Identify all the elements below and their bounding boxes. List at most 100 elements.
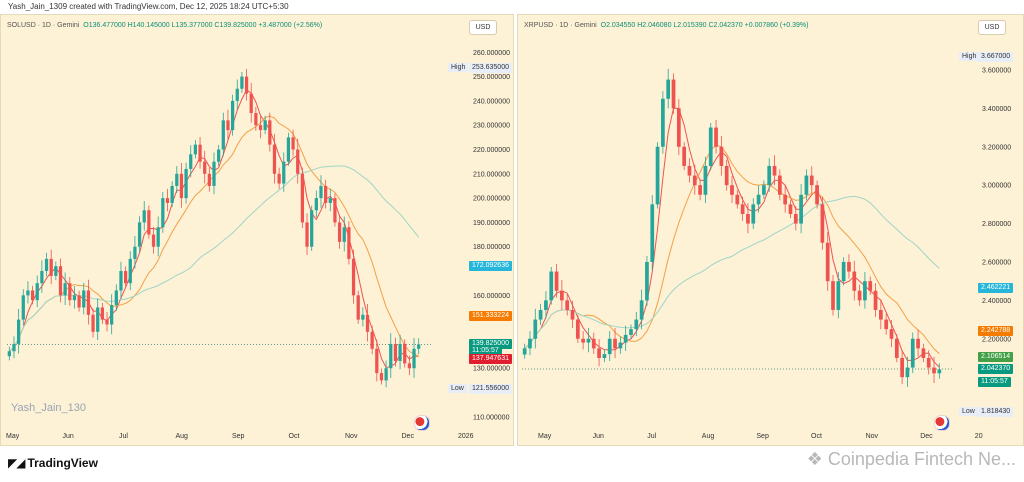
candle [268, 112, 272, 152]
chart-panel-solusd[interactable]: 260.000000 250.000000 240.000000 230.000000… [0, 14, 514, 446]
candle [277, 167, 281, 190]
x-tick-label: Jun [593, 433, 604, 440]
solusd-symbol-label: SOLUSD · 1D · Gemini [7, 22, 80, 29]
candle [804, 169, 809, 201]
candle [337, 214, 342, 249]
candle [863, 271, 867, 309]
xrpusd-chart-svg[interactable]: 3.667000 3.600000 3.400000 3.200000 3.000000… [518, 15, 1024, 446]
x-tick-label: Sep [756, 433, 769, 440]
footer-bar: ◤◢ TradingView ❖ Coinpedia Fintech Ne... [0, 448, 1024, 482]
tradingview-logo[interactable]: ◤◢ TradingView [8, 456, 98, 470]
candle [305, 213, 309, 256]
low-value-tag: 121.556000 [469, 383, 512, 394]
x-tick-label: May [6, 433, 20, 440]
chart-panel-xrpusd[interactable]: 3.667000 3.600000 3.400000 3.200000 3.000000… [517, 14, 1024, 446]
y-tick-label: 240.000000 [473, 98, 510, 105]
candle [156, 216, 160, 257]
candle [544, 291, 548, 319]
solusd-chart-svg[interactable]: 260.000000 250.000000 240.000000 230.000000… [1, 15, 514, 446]
candle [703, 156, 708, 204]
watermark-label: Coinpedia Fintech Ne... [827, 449, 1016, 469]
candle [86, 279, 91, 325]
candle [375, 339, 379, 382]
candle [597, 339, 601, 367]
candle [735, 190, 740, 209]
candle [884, 313, 889, 335]
candle [44, 252, 49, 277]
candle [342, 216, 346, 252]
candle [671, 73, 676, 114]
ma-slow-line [524, 195, 940, 349]
candle [714, 119, 718, 154]
candle [356, 290, 360, 324]
x-tick-label: Sep [232, 433, 245, 440]
candle [661, 91, 665, 154]
candle [54, 261, 58, 281]
chart-caption: Yash_Jain_1309 created with TradingView.… [8, 2, 289, 11]
candle [230, 94, 235, 136]
watermark-icon: ❖ [806, 449, 828, 469]
candle [26, 281, 30, 304]
price-tag: 2.106514 [978, 351, 1014, 362]
candle [746, 203, 750, 234]
candle [314, 190, 318, 218]
candle [221, 112, 225, 157]
x-tick-label: Nov [345, 433, 358, 440]
candle [708, 122, 713, 171]
tradingview-brand-text: TradingView [27, 456, 98, 470]
candle [328, 188, 332, 212]
price-tag: 11:05:57 [469, 345, 502, 356]
candle [249, 82, 253, 123]
ma-mid-line [524, 144, 940, 355]
price-tag: 2.242788 [978, 325, 1014, 336]
candle [607, 331, 612, 362]
price-tag: 151.333224 [469, 311, 512, 322]
candle [554, 263, 559, 298]
xrpusd-currency-button[interactable]: USD [978, 20, 1006, 35]
candle [258, 115, 263, 139]
candle [602, 349, 607, 363]
candle [244, 68, 249, 101]
solusd-author-mark: Yash_Jain_130 [11, 402, 87, 414]
candle [7, 346, 11, 361]
candle [905, 356, 910, 387]
x-tick-label: Dec [402, 433, 415, 440]
high-value-tag: 3.667000 [978, 52, 1014, 63]
candle [528, 331, 532, 356]
candle [639, 289, 644, 330]
candle [825, 232, 830, 291]
candle [272, 133, 277, 184]
candle [58, 258, 63, 303]
y-tick-label: 3.200000 [982, 144, 1011, 151]
candle [226, 109, 230, 140]
candle [831, 275, 835, 316]
solusd-currency-button[interactable]: USD [469, 20, 497, 35]
xrpusd-ohlc-readout: O2.034550 H2.046080 L2.015390 C2.042370 … [600, 22, 809, 29]
y-tick-label: 2.200000 [982, 336, 1011, 343]
candle [12, 336, 16, 359]
price-tag: 2.042370 [978, 364, 1014, 375]
candle [40, 260, 44, 293]
candle [137, 216, 142, 253]
candle [333, 193, 337, 227]
candle [389, 333, 393, 378]
candle [762, 180, 766, 199]
y-tick-label: 200.000000 [473, 196, 510, 203]
xrpusd-legend: XRPUSD · 1D · Gemini O2.034550 H2.046080… [524, 22, 808, 29]
candle [119, 261, 123, 299]
x-tick-label: Nov [866, 433, 879, 440]
candle [560, 280, 564, 311]
watermark-text: ❖ Coinpedia Fintech Ne... [807, 449, 1016, 470]
y-tick-label: 110.000000 [473, 414, 510, 421]
x-tick-label: 20 [975, 433, 983, 440]
candle [114, 284, 118, 311]
x-tick-label: Aug [176, 433, 189, 440]
candle [123, 266, 128, 288]
candle [412, 338, 416, 378]
x-tick-label: Jul [647, 433, 656, 440]
y-tick-label: 250.000000 [473, 74, 510, 81]
flag-badge-icon [414, 415, 430, 431]
candle [165, 188, 170, 212]
candle [815, 180, 819, 209]
tradingview-logo-icon: ◤◢ [8, 456, 25, 470]
